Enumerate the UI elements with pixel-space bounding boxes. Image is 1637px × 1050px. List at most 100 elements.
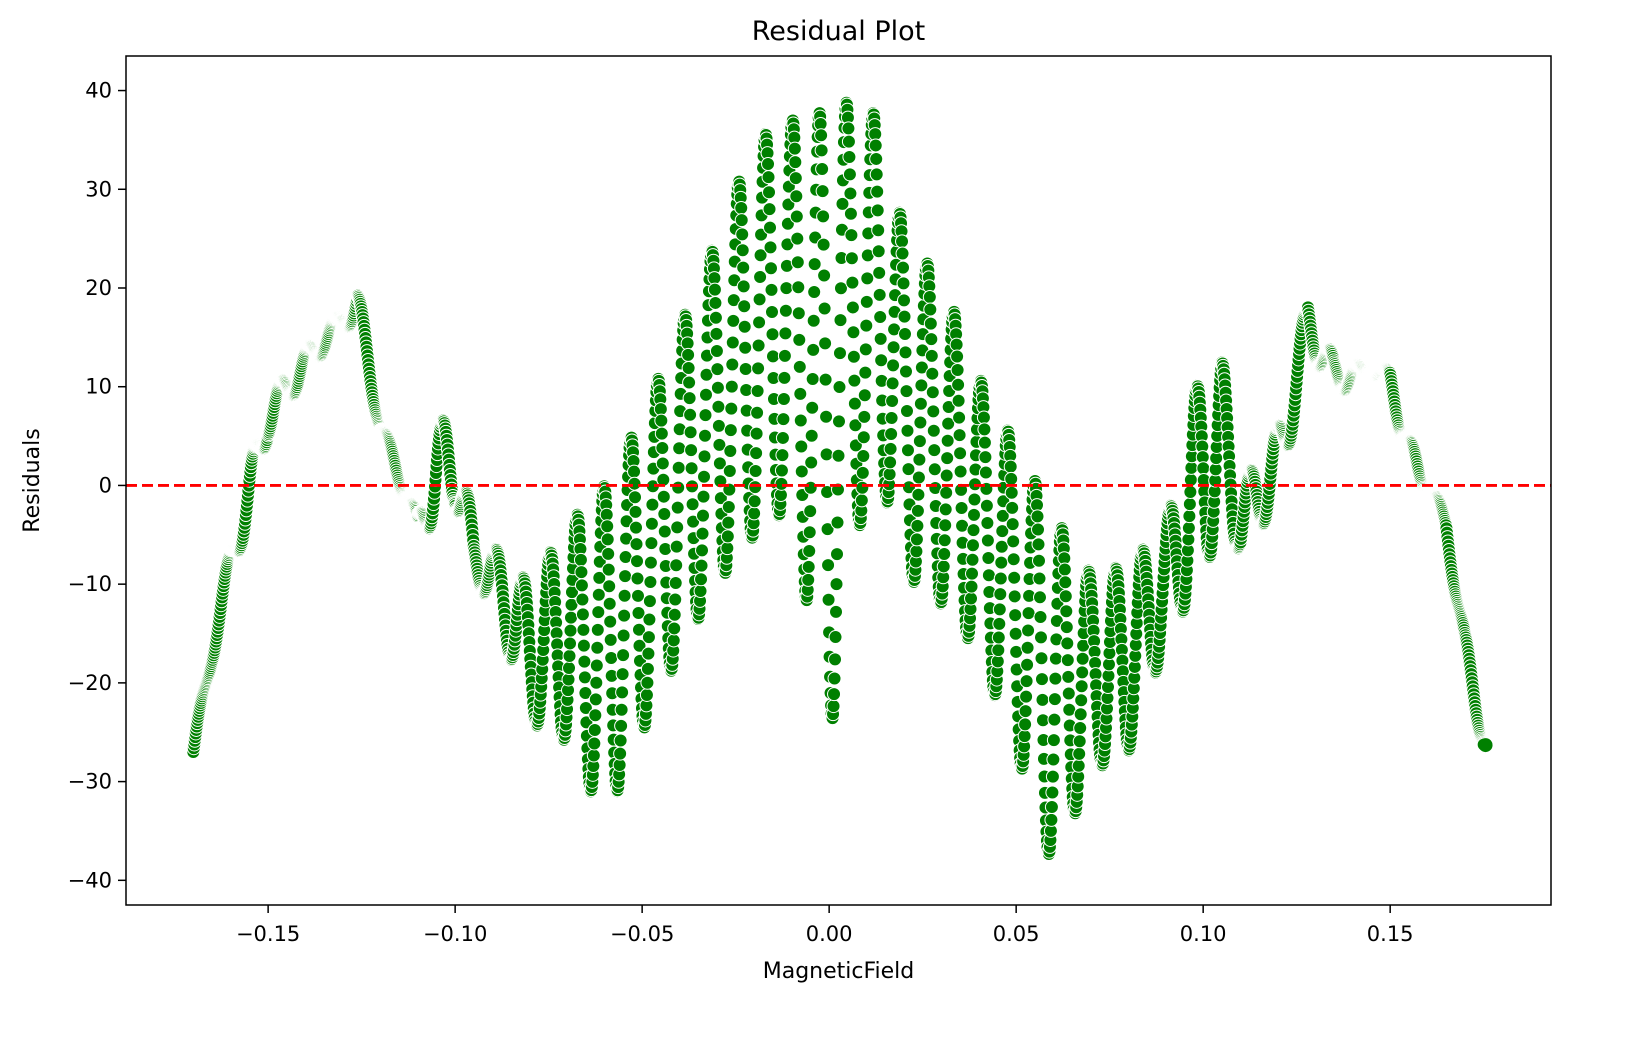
data-point [1061,686,1076,701]
data-point [654,413,669,428]
data-point [1182,497,1197,512]
data-point [684,461,699,476]
data-point [977,422,992,437]
data-point [821,592,836,607]
data-point [940,433,955,448]
data-point [669,539,684,554]
data-point [1181,521,1196,535]
data-point [627,476,642,491]
data-point [792,332,807,347]
data-point [991,630,1006,645]
data-point [913,396,928,411]
data-point [816,209,831,224]
data-point [1017,729,1032,744]
data-point [762,185,777,200]
data-point [586,748,601,763]
data-point [1060,636,1075,651]
data-point [952,410,967,425]
data-point [751,338,766,353]
data-point [821,558,836,573]
data-point [644,516,659,531]
data-point [1074,679,1089,694]
data-point [965,538,980,553]
data-point [911,470,926,485]
data-point [763,240,778,255]
data-point [629,520,644,535]
data-point [747,494,762,509]
data-point [827,687,842,702]
data-point [857,388,872,403]
data-point [737,299,752,314]
data-point [563,623,578,638]
data-point [923,302,938,317]
data-point [1032,553,1046,568]
data-point [790,231,805,246]
data-point [618,569,633,584]
data-point [858,365,873,380]
data-point [1021,606,1036,621]
data-point [562,648,577,663]
data-point [614,718,629,733]
data-point [736,260,751,275]
data-point [1005,500,1020,515]
data-point [897,293,912,308]
data-point [671,460,686,475]
data-point [628,504,643,519]
data-point [720,529,735,544]
data-point [913,415,928,430]
data-point [669,558,684,573]
data-point [939,468,954,483]
data-point [709,326,724,341]
data-point [832,380,847,395]
data-point [631,588,645,603]
data-point [909,532,924,547]
data-point [640,661,655,676]
data-point [592,570,607,585]
data-point [829,577,844,592]
y-tick-label: −10 [68,572,112,596]
data-point [1033,610,1048,625]
data-point [777,348,792,363]
data-point [617,588,632,603]
data-point [724,401,739,416]
data-point [964,579,979,594]
data-point [779,281,794,296]
data-point [886,340,901,355]
data-point [816,237,831,252]
data-point [842,167,857,182]
data-point [844,228,859,243]
data-point [1060,653,1075,668]
data-point [926,404,941,419]
data-point [1008,608,1023,623]
data-point [1196,461,1211,476]
data-point [735,227,750,242]
data-point [874,353,889,368]
data-point [940,451,955,466]
data-point [1031,522,1046,537]
data-point [978,465,993,480]
data-point [801,572,816,587]
data-point [587,722,602,737]
data-point [859,294,874,309]
data-point [643,575,658,590]
data-point [833,313,848,328]
data-point [563,636,578,651]
data-point [899,364,913,379]
data-point [765,349,780,364]
data-point [774,476,789,491]
data-point [791,280,806,295]
data-point [632,638,647,653]
data-point [832,414,846,429]
data-point [1030,509,1045,524]
data-point [1074,693,1089,708]
data-point [925,385,940,400]
data-point [698,408,713,423]
data-point [684,443,699,458]
data-point [707,271,722,286]
data-point [658,541,673,556]
data-point [941,416,956,431]
data-point [1034,651,1049,666]
data-point [788,155,803,170]
data-point [793,413,808,428]
